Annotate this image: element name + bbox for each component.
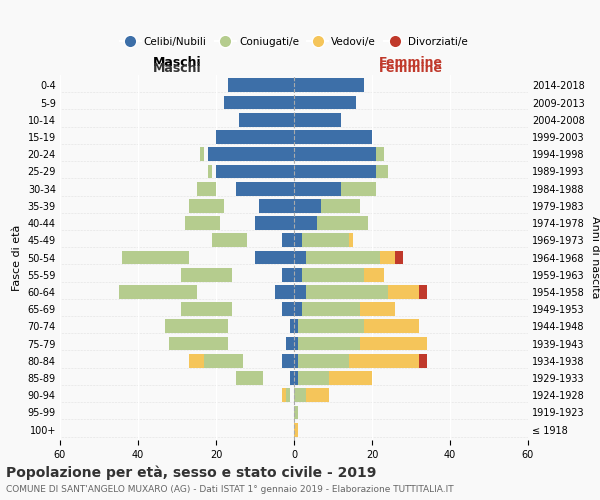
Bar [380, 250, 395, 264]
Bar [341, 182, 376, 196]
Bar [283, 302, 294, 316]
Bar [388, 285, 419, 299]
Y-axis label: Fasce di età: Fasce di età [12, 224, 22, 290]
Bar [275, 285, 294, 299]
Bar [290, 371, 294, 385]
Bar [259, 199, 294, 212]
Text: Femmine: Femmine [379, 62, 443, 75]
Bar [302, 234, 349, 247]
Bar [360, 336, 427, 350]
Bar [294, 164, 376, 178]
Text: Maschi: Maschi [152, 62, 202, 75]
Bar [419, 285, 427, 299]
Bar [181, 302, 232, 316]
Bar [294, 354, 298, 368]
Bar [317, 216, 368, 230]
Bar [294, 268, 302, 281]
Bar [322, 199, 360, 212]
Bar [239, 113, 294, 126]
Text: Maschi: Maschi [152, 56, 202, 69]
Bar [212, 234, 247, 247]
Bar [283, 268, 294, 281]
Bar [294, 234, 302, 247]
Bar [235, 182, 294, 196]
Bar [349, 354, 419, 368]
Bar [294, 216, 317, 230]
Bar [181, 250, 185, 264]
Bar [294, 388, 306, 402]
Bar [349, 234, 353, 247]
Bar [302, 302, 360, 316]
Bar [294, 406, 298, 419]
Bar [306, 250, 380, 264]
Bar [294, 78, 364, 92]
Bar [200, 148, 204, 161]
Bar [122, 250, 188, 264]
Bar [298, 354, 349, 368]
Bar [204, 354, 244, 368]
Bar [294, 320, 298, 334]
Bar [283, 388, 286, 402]
Bar [188, 354, 216, 368]
Bar [224, 96, 294, 110]
Bar [283, 354, 294, 368]
Bar [208, 148, 294, 161]
Y-axis label: Anni di nascita: Anni di nascita [590, 216, 600, 298]
Bar [216, 268, 224, 281]
Bar [294, 285, 306, 299]
Bar [283, 234, 294, 247]
Bar [294, 199, 322, 212]
Bar [216, 130, 294, 144]
Bar [294, 423, 298, 436]
Bar [376, 164, 388, 178]
Bar [181, 268, 232, 281]
Bar [169, 336, 228, 350]
Bar [165, 320, 228, 334]
Bar [306, 388, 329, 402]
Bar [185, 216, 220, 230]
Bar [119, 285, 197, 299]
Text: Popolazione per età, sesso e stato civile - 2019: Popolazione per età, sesso e stato civil… [6, 465, 376, 479]
Bar [286, 388, 290, 402]
Bar [298, 371, 329, 385]
Bar [419, 354, 427, 368]
Legend: Celibi/Nubili, Coniugati/e, Vedovi/e, Divorziati/e: Celibi/Nubili, Coniugati/e, Vedovi/e, Di… [116, 33, 472, 51]
Bar [290, 320, 294, 334]
Bar [306, 285, 388, 299]
Bar [255, 250, 294, 264]
Bar [286, 336, 294, 350]
Bar [228, 78, 294, 92]
Bar [294, 250, 306, 264]
Bar [294, 182, 341, 196]
Bar [188, 336, 208, 350]
Bar [360, 302, 395, 316]
Bar [255, 216, 294, 230]
Bar [364, 268, 384, 281]
Bar [395, 250, 403, 264]
Text: Femmine: Femmine [379, 56, 443, 69]
Bar [208, 164, 212, 178]
Bar [294, 302, 302, 316]
Bar [294, 148, 376, 161]
Bar [298, 336, 360, 350]
Bar [235, 371, 263, 385]
Bar [216, 164, 294, 178]
Bar [189, 199, 224, 212]
Bar [294, 371, 298, 385]
Bar [364, 320, 419, 334]
Bar [294, 96, 356, 110]
Bar [294, 336, 298, 350]
Bar [197, 182, 216, 196]
Bar [298, 320, 364, 334]
Text: COMUNE DI SANT'ANGELO MUXARO (AG) - Dati ISTAT 1° gennaio 2019 - Elaborazione TU: COMUNE DI SANT'ANGELO MUXARO (AG) - Dati… [6, 485, 454, 494]
Bar [212, 320, 220, 334]
Bar [329, 371, 372, 385]
Bar [294, 113, 341, 126]
Bar [302, 268, 364, 281]
Bar [294, 130, 372, 144]
Bar [376, 148, 384, 161]
